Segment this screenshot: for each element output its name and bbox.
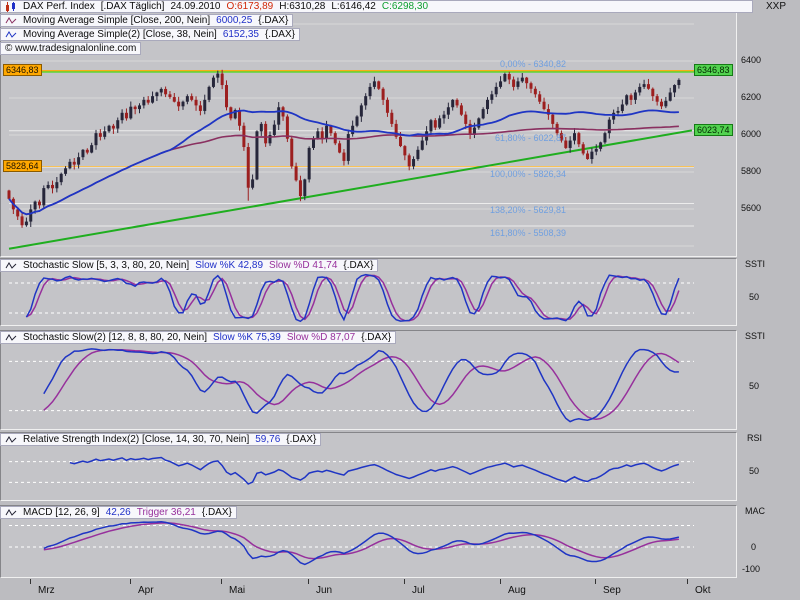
- stoch1-axis-mid: 50: [749, 292, 760, 302]
- stoch1-k: Slow %K 42,89: [195, 260, 264, 271]
- fib-label-138-2: 138,20% - 5629,81: [489, 205, 566, 215]
- macd-axis-zero: 0: [751, 542, 757, 552]
- month-tick: [404, 579, 405, 584]
- month-label: Jul: [412, 585, 425, 596]
- y-axis-tick: 5800: [741, 166, 762, 176]
- rsi-legend[interactable]: Relative Strength Index(2) [Close, 14, 3…: [0, 433, 322, 446]
- instrument-name: DAX Perf. Index: [23, 1, 95, 12]
- stochastic-slow2-plot: [9, 348, 694, 423]
- indicator-icon: [5, 334, 17, 341]
- watermark: © www.tradesignalonline.com: [0, 42, 142, 55]
- trendline-value-marker[interactable]: 6023,74: [694, 124, 733, 136]
- macd-axis-title: MAC: [745, 506, 765, 516]
- y-axis-tick: 6400: [741, 55, 762, 65]
- fib-label-0: 0,00% - 6340,82: [499, 59, 566, 69]
- fib-label-100: 100,00% - 5826,34: [489, 169, 566, 179]
- macd-axis-neg100: -100: [742, 564, 761, 574]
- indicator-icon: [5, 509, 17, 516]
- rsi-axis-mid: 50: [749, 466, 760, 476]
- ma200-value: 6000,25: [216, 15, 253, 26]
- stoch1-label: Stochastic Slow [5, 3, 3, 80, 20, Nein]: [23, 260, 190, 271]
- ma200-legend[interactable]: Moving Average Simple [Close, 200, Nein]…: [0, 14, 294, 27]
- month-label: Jun: [316, 585, 333, 596]
- ma38-value: 6152,35: [222, 29, 259, 40]
- month-tick: [308, 579, 309, 584]
- month-label: Aug: [508, 585, 526, 596]
- indicator-icon: [5, 31, 17, 38]
- low-value: L:6146,42: [331, 1, 376, 12]
- ma200-label: Moving Average Simple [Close, 200, Nein]: [23, 15, 211, 26]
- macd-legend[interactable]: MACD [12, 26, 9] 42,26 Trigger 36,21 {.D…: [0, 506, 237, 519]
- stoch1-d: Slow %D 41,74: [269, 260, 338, 271]
- close-value: C:6298,30: [381, 1, 429, 12]
- month-label: Okt: [695, 585, 711, 596]
- ma200-scope: {.DAX}: [258, 15, 289, 26]
- rsi-plot: [9, 456, 694, 485]
- price-marker-lower-left[interactable]: 5828,64: [3, 160, 42, 172]
- rsi-label: Relative Strength Index(2) [Close, 14, 3…: [23, 434, 250, 445]
- stochastic-slow-plot: [9, 273, 694, 323]
- price-legend[interactable]: DAX Perf. Index [.DAX Täglich] 24.09.201…: [0, 0, 753, 13]
- price-marker-upper-left[interactable]: 6346,83: [3, 64, 42, 76]
- open-value: O:6173,89: [226, 1, 274, 12]
- macd-value: 42,26: [105, 507, 131, 518]
- y-axis-tick: 6200: [741, 92, 762, 102]
- instrument-period: [.DAX Täglich]: [100, 1, 165, 12]
- month-tick: [221, 579, 222, 584]
- macd-scope: {.DAX}: [201, 507, 232, 518]
- fib-label-161-8: 161,80% - 5508,39: [489, 228, 566, 238]
- rsi-scope: {.DAX}: [286, 434, 317, 445]
- stoch2-k: Slow %K 75,39: [212, 332, 281, 343]
- stoch2-label: Stochastic Slow(2) [12, 8, 8, 80, 20, Ne…: [23, 332, 207, 343]
- stoch2-axis-mid: 50: [749, 381, 760, 391]
- macd-trigger: Trigger 36,21: [136, 507, 196, 518]
- indicator-icon: [5, 262, 17, 269]
- rsi-axis-title: RSI: [747, 433, 763, 443]
- month-tick: [130, 579, 131, 584]
- stochastic-slow2-panel[interactable]: [0, 330, 737, 430]
- high-value: H:6310,28: [279, 1, 326, 12]
- stochastic-slow-legend[interactable]: Stochastic Slow [5, 3, 3, 80, 20, Nein] …: [0, 259, 379, 272]
- month-label: Sep: [603, 585, 621, 596]
- price-plot: [7, 23, 694, 250]
- indicator-icon: [5, 436, 17, 443]
- candlestick-icon: [6, 1, 15, 12]
- month-tick: [30, 579, 31, 584]
- fib-label-61-8: 61,80% - 6022,87: [494, 133, 566, 143]
- price-marker-upper-right[interactable]: 6346,83: [694, 64, 733, 76]
- quote-date: 24.09.2010: [170, 1, 221, 12]
- ma38-legend[interactable]: Moving Average Simple(2) [Close, 38, Nei…: [0, 28, 300, 41]
- month-label: Mai: [229, 585, 246, 596]
- stoch2-scope: {.DAX}: [361, 332, 392, 343]
- price-panel[interactable]: [0, 0, 737, 257]
- ma38-scope: {.DAX}: [264, 29, 295, 40]
- month-tick: [687, 579, 688, 584]
- stochastic-slow2-legend[interactable]: Stochastic Slow(2) [12, 8, 8, 80, 20, Ne…: [0, 331, 397, 344]
- month-label: Apr: [138, 585, 154, 596]
- stoch2-axis-title: SSTI: [745, 331, 766, 341]
- y-axis-tick: 6000: [741, 129, 762, 139]
- macd-plot: [9, 521, 694, 566]
- month-tick: [595, 579, 596, 584]
- clipped-corner-label: XXP: [766, 1, 787, 12]
- macd-label: MACD [12, 26, 9]: [23, 507, 100, 518]
- month-tick: [500, 579, 501, 584]
- stoch2-d: Slow %D 87,07: [286, 332, 356, 343]
- month-label: Mrz: [38, 585, 55, 596]
- indicator-icon: [5, 17, 17, 24]
- y-axis-tick: 5600: [741, 203, 762, 213]
- rsi-value: 59,76: [255, 434, 281, 445]
- watermark-text: © www.tradesignalonline.com: [5, 43, 137, 54]
- stoch1-axis-title: SSTI: [745, 259, 766, 269]
- stoch1-scope: {.DAX}: [343, 260, 374, 271]
- ma38-label: Moving Average Simple(2) [Close, 38, Nei…: [23, 29, 217, 40]
